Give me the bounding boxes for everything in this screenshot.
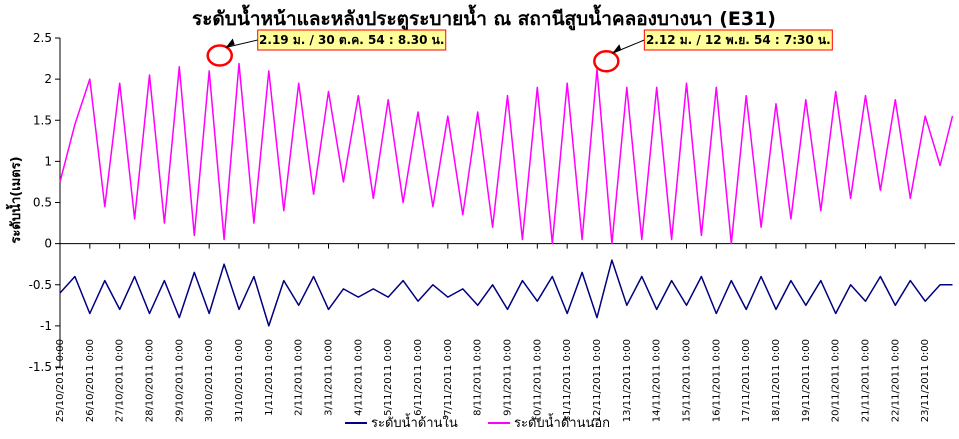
x-tick-label: 18/11/2011 0:00 bbox=[771, 339, 782, 422]
series-outer-water-level bbox=[59, 62, 954, 245]
x-tick-label: 3/11/2011 0:00 bbox=[324, 339, 335, 416]
y-tick-label: -0.5 bbox=[29, 278, 52, 292]
x-tick-label: 26/10/2011 0:00 bbox=[85, 339, 96, 422]
x-tick-label: 21/11/2011 0:00 bbox=[861, 339, 872, 422]
x-tick-label: 1/11/2011 0:00 bbox=[264, 339, 275, 416]
x-tick-label: 13/11/2011 0:00 bbox=[622, 339, 633, 422]
x-tick-label: 12/11/2011 0:00 bbox=[592, 339, 603, 422]
x-ticks: 25/10/2011 0:00 26/10/2011 0:00 27/10/2011… bbox=[55, 243, 931, 422]
annotation-label: 2.12 ม. / 12 พ.ย. 54 : 7:30 น. bbox=[646, 33, 831, 47]
x-tick-label: 22/11/2011 0:00 bbox=[890, 339, 901, 422]
x-tick-label: 17/11/2011 0:00 bbox=[741, 339, 752, 422]
chart-title: ระดับน้ำหน้าและหลังประตูระบายน้ำ ณ สถานี… bbox=[192, 4, 776, 31]
annotation-circle bbox=[593, 50, 620, 73]
annotation-leader bbox=[225, 39, 258, 48]
x-tick-label: 5/11/2011 0:00 bbox=[383, 339, 394, 416]
legend-label: ระดับน้ำด้านนอก bbox=[514, 413, 610, 431]
y-tick-label: 2 bbox=[44, 72, 52, 86]
x-tick-label: 6/11/2011 0:00 bbox=[413, 339, 424, 416]
x-tick-label: 8/11/2011 0:00 bbox=[473, 339, 484, 416]
annotation-box bbox=[643, 29, 833, 51]
y-tick-label: 1 bbox=[44, 154, 52, 168]
x-tick-label: 23/11/2011 0:00 bbox=[920, 339, 931, 422]
x-tick-label: 29/10/2011 0:00 bbox=[174, 339, 185, 422]
x-tick-label: 7/11/2011 0:00 bbox=[443, 339, 454, 416]
x-tick-label: 31/10/2011 0:00 bbox=[234, 339, 245, 422]
legend-label: ระดับน้ำด้านใน bbox=[371, 413, 458, 431]
x-tick-label: 15/11/2011 0:00 bbox=[682, 339, 693, 422]
x-tick-label: 20/11/2011 0:00 bbox=[831, 339, 842, 422]
annotation-arrowhead bbox=[225, 38, 235, 48]
x-tick-label: 4/11/2011 0:00 bbox=[353, 339, 364, 416]
annotations: 2.19 ม. / 30 ต.ค. 54 : 8.30 น. 2.12 ม. / … bbox=[206, 29, 833, 73]
series-layer bbox=[59, 62, 954, 327]
annotation-label: 2.19 ม. / 30 ต.ค. 54 : 8.30 น. bbox=[259, 33, 444, 47]
x-tick-label: 9/11/2011 0:00 bbox=[503, 339, 514, 416]
x-tick-label: 30/10/2011 0:00 bbox=[204, 339, 215, 422]
x-tick-label: 10/11/2011 0:00 bbox=[532, 339, 543, 422]
y-tick-label: 2.5 bbox=[33, 31, 52, 45]
annotation-arrowhead bbox=[612, 44, 622, 54]
series-inner-water-level bbox=[59, 259, 953, 327]
y-tick-label: 0.5 bbox=[33, 196, 52, 210]
axes bbox=[59, 38, 955, 367]
x-tick-label: 27/10/2011 0:00 bbox=[115, 339, 126, 422]
annotation-box bbox=[257, 29, 447, 51]
x-tick-label: 11/11/2011 0:00 bbox=[562, 339, 573, 422]
y-tick-label: 0 bbox=[44, 237, 52, 251]
x-tick-label: 16/11/2011 0:00 bbox=[711, 339, 722, 422]
x-tick-label: 28/10/2011 0:00 bbox=[145, 339, 156, 422]
legend: ระดับน้ำด้านใน ระดับน้ำด้านนอก bbox=[345, 413, 610, 431]
x-tick-label: 14/11/2011 0:00 bbox=[652, 339, 663, 422]
y-ticks: 2.5 2 1.5 1 0.5 0 -0.5 -1 -1.5 bbox=[29, 31, 60, 374]
x-tick-label: 19/11/2011 0:00 bbox=[801, 339, 812, 422]
y-axis-label: ระดับน้ำ(เมตร) bbox=[5, 156, 24, 243]
annotation-circle bbox=[206, 44, 233, 67]
y-tick-label: -1.5 bbox=[29, 360, 52, 374]
y-tick-label: -1 bbox=[40, 319, 52, 333]
x-tick-label: 25/10/2011 0:00 bbox=[55, 339, 66, 422]
y-tick-label: 1.5 bbox=[33, 113, 52, 127]
x-tick-label: 2/11/2011 0:00 bbox=[294, 339, 305, 416]
